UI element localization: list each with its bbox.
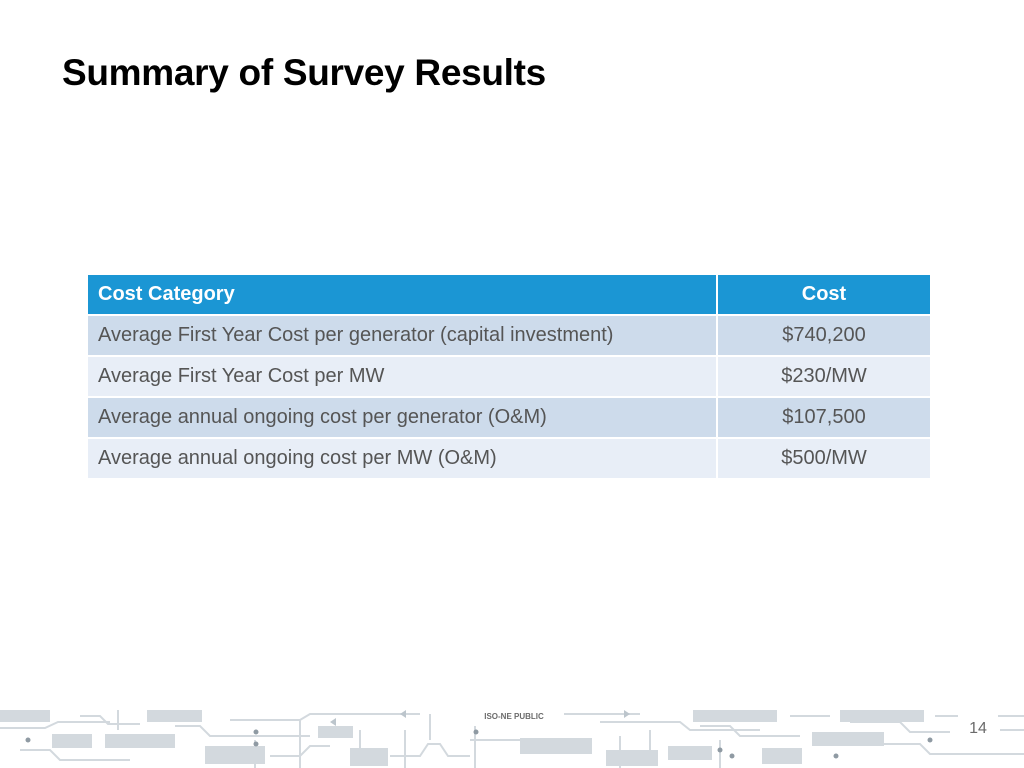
cost-value-cell: $107,500 <box>716 396 932 439</box>
cost-table: Cost Category Cost Average First Year Co… <box>86 273 932 480</box>
table-header-row: Cost Category Cost <box>86 273 932 316</box>
circuit-footer-decoration <box>0 710 1024 768</box>
page-number: 14 <box>958 712 998 746</box>
cost-category-cell: Average annual ongoing cost per MW (O&M) <box>86 437 718 480</box>
cost-value-cell: $500/MW <box>716 437 932 480</box>
cost-category-cell: Average annual ongoing cost per generato… <box>86 396 718 439</box>
table-row: Average annual ongoing cost per MW (O&M)… <box>86 437 932 480</box>
slide-title: Summary of Survey Results <box>62 52 546 93</box>
classification-label: ISO-NE PUBLIC <box>464 708 564 726</box>
cost-category-cell: Average First Year Cost per MW <box>86 355 718 398</box>
table-row: Average First Year Cost per MW $230/MW <box>86 355 932 398</box>
cost-value-cell: $740,200 <box>716 314 932 357</box>
column-header-cost: Cost <box>716 273 932 316</box>
table-row: Average annual ongoing cost per generato… <box>86 396 932 439</box>
table-row: Average First Year Cost per generator (c… <box>86 314 932 357</box>
column-header-cost-category: Cost Category <box>86 273 718 316</box>
cost-category-cell: Average First Year Cost per generator (c… <box>86 314 718 357</box>
cost-value-cell: $230/MW <box>716 355 932 398</box>
